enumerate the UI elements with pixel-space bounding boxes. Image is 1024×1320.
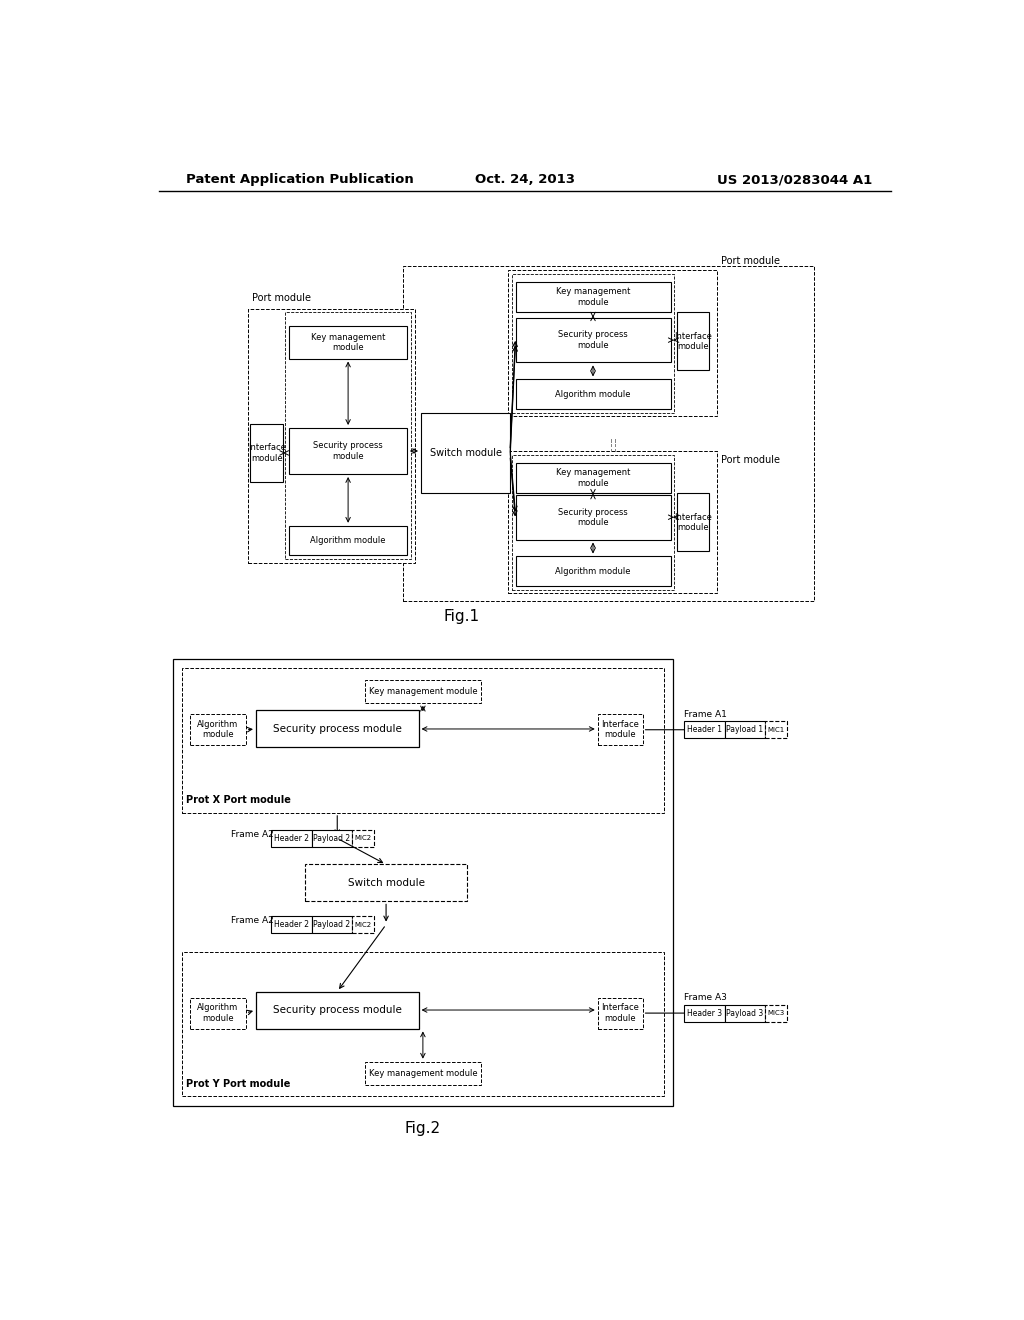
- Text: Frame A3: Frame A3: [684, 993, 727, 1002]
- Bar: [173, 659, 673, 1106]
- Text: Interface
module: Interface module: [601, 719, 639, 739]
- Bar: [190, 714, 246, 744]
- Text: Header 2: Header 2: [274, 920, 309, 929]
- Bar: [311, 830, 352, 847]
- Text: Security process
module: Security process module: [313, 441, 383, 461]
- Text: Interface
module: Interface module: [674, 331, 712, 351]
- Text: Patent Application Publication: Patent Application Publication: [186, 173, 414, 186]
- Text: Port module: Port module: [721, 256, 780, 267]
- Text: Interface
module: Interface module: [674, 512, 712, 532]
- Bar: [182, 668, 664, 813]
- Text: Oct. 24, 2013: Oct. 24, 2013: [475, 173, 574, 186]
- Bar: [512, 275, 675, 412]
- Text: MIC1: MIC1: [767, 727, 784, 733]
- Bar: [248, 309, 415, 562]
- Text: Header 1: Header 1: [687, 725, 722, 734]
- Bar: [256, 991, 419, 1028]
- Bar: [515, 281, 671, 313]
- Bar: [421, 413, 510, 494]
- Text: Frame A1: Frame A1: [684, 710, 727, 719]
- Text: Header 3: Header 3: [687, 1008, 722, 1018]
- Bar: [251, 424, 283, 482]
- Text: Key management
module: Key management module: [556, 288, 630, 306]
- Bar: [271, 830, 311, 847]
- Bar: [190, 998, 246, 1028]
- Bar: [289, 428, 407, 474]
- Bar: [515, 462, 671, 494]
- Text: Payload 2: Payload 2: [313, 920, 350, 929]
- Text: Port module: Port module: [721, 455, 780, 465]
- Text: MIC2: MIC2: [354, 836, 372, 841]
- Bar: [515, 557, 671, 586]
- Bar: [515, 379, 671, 409]
- Bar: [365, 680, 481, 702]
- Text: Fig.1: Fig.1: [443, 609, 479, 624]
- Text: Prot X Port module: Prot X Port module: [186, 795, 291, 805]
- Text: Prot Y Port module: Prot Y Port module: [186, 1078, 291, 1089]
- Text: Header 2: Header 2: [274, 834, 309, 842]
- Bar: [311, 916, 352, 933]
- Text: Payload 2: Payload 2: [313, 834, 350, 842]
- Bar: [508, 271, 717, 416]
- Text: Interface
module: Interface module: [601, 1003, 639, 1023]
- Bar: [598, 998, 643, 1028]
- Text: Switch module: Switch module: [347, 878, 425, 888]
- Text: Key management module: Key management module: [369, 686, 477, 696]
- Bar: [677, 494, 710, 552]
- Bar: [289, 326, 407, 359]
- Bar: [508, 451, 717, 594]
- Bar: [286, 313, 411, 558]
- Bar: [725, 721, 765, 738]
- Bar: [305, 865, 467, 902]
- Bar: [598, 714, 643, 744]
- Text: Security process module: Security process module: [272, 1005, 401, 1015]
- Bar: [271, 916, 311, 933]
- Bar: [684, 1005, 725, 1022]
- Text: Algorithm module: Algorithm module: [555, 566, 631, 576]
- Bar: [403, 267, 814, 601]
- Text: Algorithm module: Algorithm module: [555, 389, 631, 399]
- Bar: [256, 710, 419, 747]
- Text: US 2013/0283044 A1: US 2013/0283044 A1: [717, 173, 872, 186]
- Bar: [515, 318, 671, 363]
- Text: Security process
module: Security process module: [558, 507, 628, 527]
- Bar: [289, 525, 407, 554]
- Text: Payload 3: Payload 3: [726, 1008, 764, 1018]
- Text: Switch module: Switch module: [429, 447, 502, 458]
- Bar: [765, 721, 786, 738]
- Text: MIC3: MIC3: [767, 1010, 784, 1016]
- Text: Payload 1: Payload 1: [726, 725, 764, 734]
- Text: Frame A2: Frame A2: [231, 916, 273, 925]
- Text: Algorithm
module: Algorithm module: [198, 1003, 239, 1023]
- Bar: [765, 1005, 786, 1022]
- Text: Security process module: Security process module: [272, 723, 401, 734]
- Bar: [684, 721, 725, 738]
- Bar: [512, 455, 675, 590]
- Text: Algorithm module: Algorithm module: [310, 536, 386, 545]
- Text: Algorithm
module: Algorithm module: [198, 719, 239, 739]
- Text: MIC2: MIC2: [354, 921, 372, 928]
- Text: Key management module: Key management module: [369, 1069, 477, 1077]
- Bar: [182, 952, 664, 1096]
- Bar: [725, 1005, 765, 1022]
- Text: Interface
module: Interface module: [248, 444, 286, 462]
- Text: Key management
module: Key management module: [556, 469, 630, 487]
- Text: Security process
module: Security process module: [558, 330, 628, 350]
- Bar: [677, 313, 710, 370]
- Bar: [352, 916, 374, 933]
- Text: Fig.2: Fig.2: [404, 1121, 441, 1137]
- Bar: [365, 1061, 481, 1085]
- Bar: [352, 830, 374, 847]
- Text: Key management
module: Key management module: [311, 333, 385, 352]
- Text: Frame A2: Frame A2: [231, 830, 273, 840]
- Text: Port module: Port module: [252, 293, 311, 304]
- Bar: [515, 495, 671, 540]
